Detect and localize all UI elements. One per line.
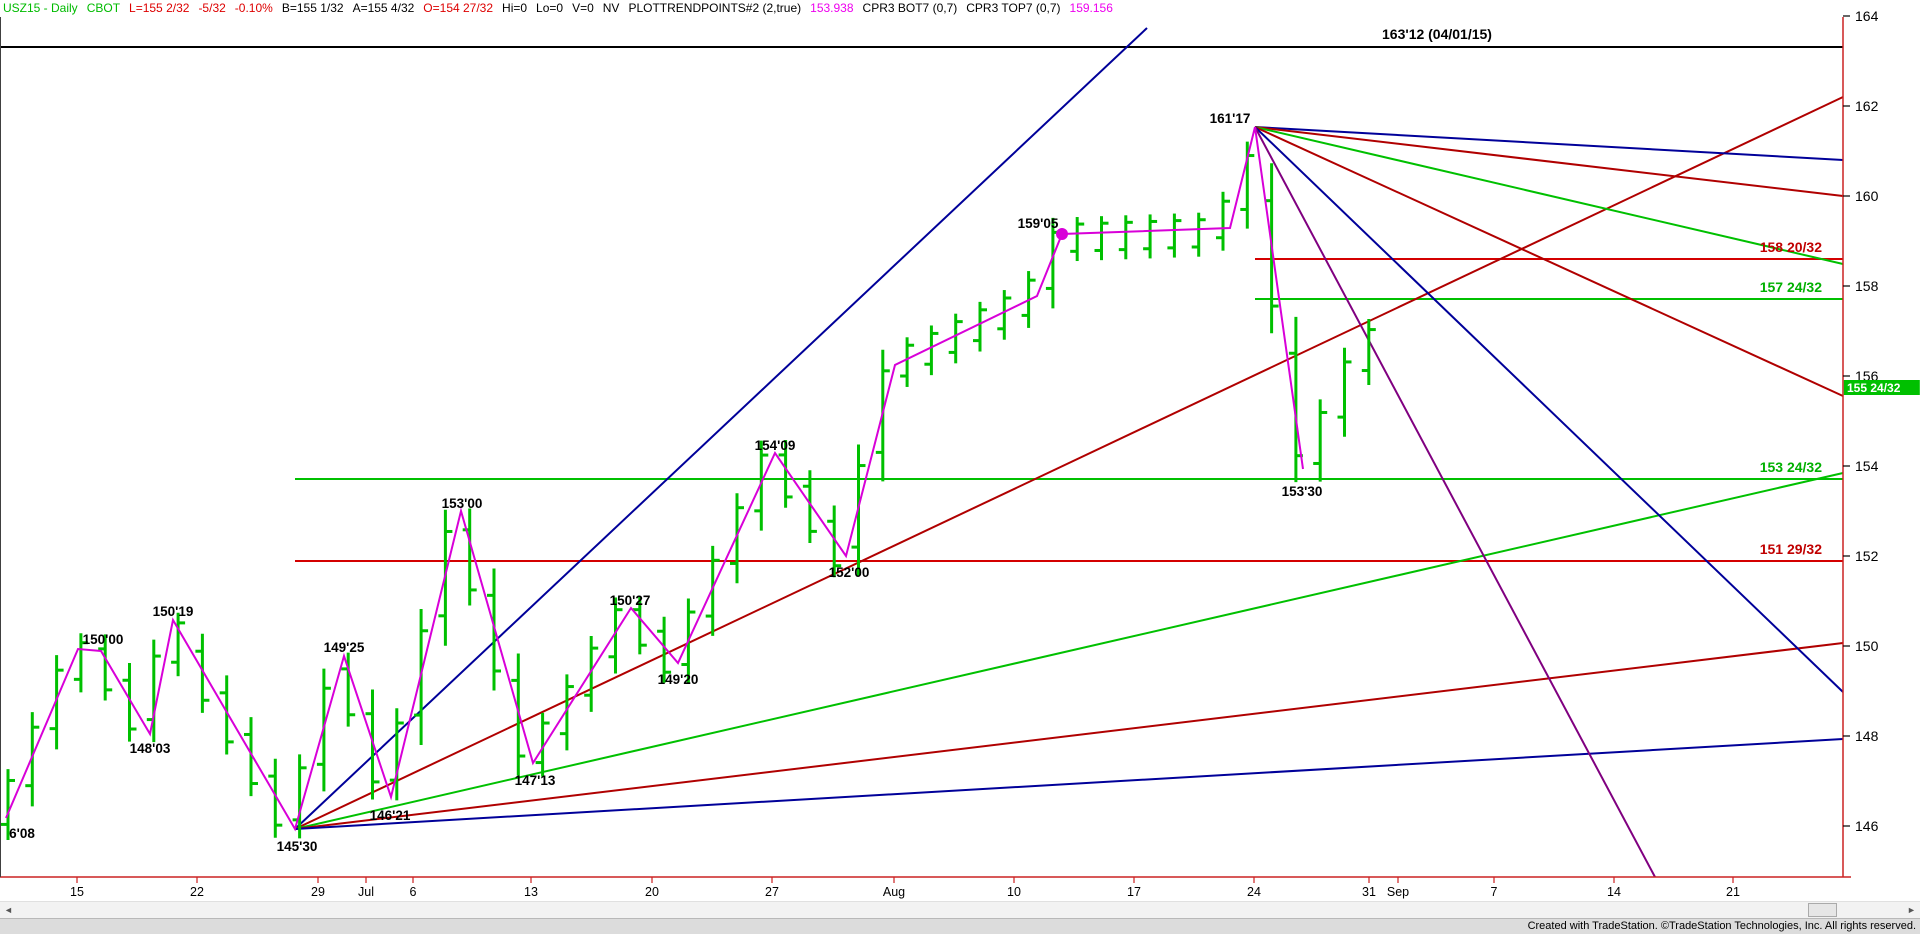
pivot-label: 150'27 (610, 593, 651, 608)
fan-high-red-steep[interactable] (1254, 126, 1844, 397)
pivot-label: 146'21 (370, 808, 411, 823)
x-axis-label: 21 (1726, 885, 1740, 899)
x-axis-label: 17 (1127, 885, 1141, 899)
cpr3-top-158-20-label: 158 20/32 (1760, 239, 1822, 255)
header-low: Lo=0 (536, 1, 564, 15)
horizontal-scrollbar[interactable]: ◄ ► (0, 901, 1920, 918)
chart-status-header: USZ15 - Daily CBOT L=155 2/32 -5/32 -0.10% B=… (3, 1, 1122, 17)
y-axis-label: 146 (1855, 818, 1879, 834)
pivot-label: 147'13 (515, 773, 556, 788)
header-high: Hi=0 (502, 1, 528, 15)
pivot-label: 150'19 (153, 604, 194, 619)
x-axis-label: Sep (1387, 885, 1409, 899)
x-axis-label: 29 (311, 885, 325, 899)
x-axis-label: 13 (524, 885, 538, 899)
x-axis-label: 7 (1491, 885, 1498, 899)
pivot-label: 154'09 (755, 438, 796, 453)
header-net-change: -5/32 (198, 1, 226, 15)
header-nv: NV (602, 1, 620, 15)
header-indicator-cpr3-bot7: CPR3 BOT7 (0,7) (862, 1, 958, 15)
pivot-label: 149'20 (658, 672, 699, 687)
header-plottrendpoints-value: 153.938 (810, 1, 854, 15)
trendpoints-zigzag-line[interactable] (5, 126, 1304, 832)
fan-high-blue-steep[interactable] (1254, 126, 1844, 693)
pivot-label: 150'00 (83, 632, 124, 647)
fan-low-green[interactable] (294, 472, 1844, 830)
pivot-label: 152'00 (829, 565, 870, 580)
pivot-label: 153'30 (1282, 484, 1323, 499)
fan-high-blue-shallow[interactable] (1254, 126, 1844, 161)
pivot-label: 161'17 (1210, 111, 1251, 126)
y-axis-label: 152 (1855, 548, 1879, 564)
x-axis-label: 6 (410, 885, 417, 899)
cpr3-bot-151-29-label: 151 29/32 (1760, 541, 1822, 557)
x-axis-label: 20 (645, 885, 659, 899)
last-price-marker-text: 155 24/32 (1847, 381, 1901, 395)
fan-high-red-shallow[interactable] (1254, 126, 1844, 197)
trendline-163-12-label: 163'12 (04/01/15) (1382, 26, 1492, 42)
pivot-label: 149'25 (324, 640, 365, 655)
x-axis-label: 15 (70, 885, 84, 899)
support-153-24-label: 153 24/32 (1760, 459, 1822, 475)
y-axis-label: 158 (1855, 278, 1879, 294)
x-axis-label: 27 (765, 885, 779, 899)
fan-high-purple[interactable] (1254, 126, 1656, 878)
header-open: O=154 27/32 (423, 1, 494, 15)
fan-low-red-steep[interactable] (294, 96, 1844, 830)
x-axis-label: 24 (1247, 885, 1261, 899)
x-axis-label: 22 (190, 885, 204, 899)
x-axis-label: 14 (1607, 885, 1621, 899)
scrollbar-left-arrow-icon[interactable]: ◄ (1, 903, 16, 917)
last-price-marker (1843, 380, 1920, 395)
x-axis-label: 31 (1362, 885, 1376, 899)
x-axis-label: 10 (1007, 885, 1021, 899)
header-exchange: CBOT (86, 1, 121, 15)
footer-text: Created with TradeStation. ©TradeStation… (1527, 920, 1916, 932)
pivot-label: 153'00 (442, 496, 483, 511)
header-cpr3-top7-value: 159.156 (1069, 1, 1113, 15)
x-axis-label: Jul (358, 885, 374, 899)
pivot-label: 145'30 (277, 839, 318, 854)
fan-low-blue-shallow[interactable] (294, 738, 1844, 830)
scrollbar-right-arrow-icon[interactable]: ► (1904, 903, 1919, 917)
pivot-label: 159'05 (1018, 216, 1059, 231)
trendpoint-dot[interactable] (1056, 228, 1068, 240)
scrollbar-thumb[interactable] (1808, 903, 1837, 917)
header-pct-change: -0.10% (234, 1, 273, 15)
fan-low-blue-steep[interactable] (294, 27, 1148, 830)
y-axis-label: 162 (1855, 98, 1879, 114)
header-bid: B=155 1/32 (281, 1, 344, 15)
y-axis-label: 160 (1855, 188, 1879, 204)
copyright-footer: Created with TradeStation. ©TradeStation… (0, 918, 1920, 934)
header-volume: V=0 (572, 1, 594, 15)
fan-low-red-shallow[interactable] (294, 642, 1844, 830)
x-axis-label: Aug (883, 885, 905, 899)
header-indicator-plottrendpoints: PLOTTRENDPOINTS#2 (2,true) (628, 1, 802, 15)
header-symbol-interval: USZ15 - Daily (3, 1, 78, 15)
header-last-price: L=155 2/32 (129, 1, 190, 15)
pivot-label: 148'03 (130, 741, 171, 756)
y-axis-label: 164 (1855, 8, 1879, 24)
fan-high-green[interactable] (1254, 126, 1844, 265)
y-axis-label: 154 (1855, 458, 1879, 474)
header-ask: A=155 4/32 (352, 1, 415, 15)
header-indicator-cpr3-top7: CPR3 TOP7 (0,7) (966, 1, 1061, 15)
y-axis-label: 148 (1855, 728, 1879, 744)
y-axis-label: 150 (1855, 638, 1879, 654)
pivot-label: 6'08 (9, 826, 35, 841)
cpr3-157-24-label: 157 24/32 (1760, 279, 1822, 295)
